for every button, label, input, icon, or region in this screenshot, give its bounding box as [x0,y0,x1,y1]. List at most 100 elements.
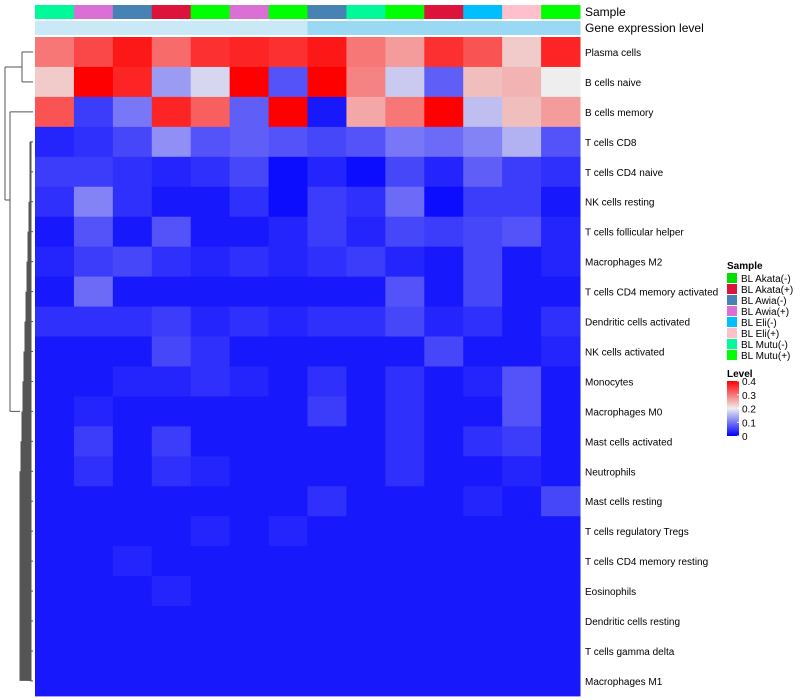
heatmap-cell [190,576,231,607]
sample-annotation-cell [385,5,425,19]
heatmap-cell [541,37,581,68]
heatmap-cell [385,426,425,457]
legend-level-tick-label: 0.1 [742,418,756,429]
heatmap-cell [541,186,581,218]
heatmap-cell [229,66,270,98]
heatmap-cell [463,246,503,278]
heatmap-cell [385,306,425,337]
heatmap-cell [73,66,114,98]
heatmap-cell [73,37,114,68]
heatmap-cell [229,37,270,68]
heatmap-cell [35,396,75,427]
heatmap-cell [73,366,114,397]
heatmap-cell [229,156,270,188]
heatmap-cell [190,636,231,667]
heatmap-cell [190,96,231,128]
heatmap-cell [307,156,347,188]
row-labels: Plasma cells B cells naive B cells memory T… [585,48,718,688]
heatmap-cell [463,486,503,517]
heatmap-cell [424,66,464,98]
heatmap-cell [385,606,425,637]
heatmap-cell [385,66,425,98]
row-label: Monocytes [585,377,633,388]
heatmap-cell [229,636,270,667]
heatmap-cell [502,306,542,337]
heatmap-cell [424,516,464,547]
heatmap-cell [502,66,542,98]
heatmap-cell [385,246,425,278]
heatmap-cell [112,636,153,667]
heatmap-cell [502,156,542,188]
expression-annotation-cell [463,21,503,35]
heatmap-cell [463,396,503,427]
heatmap-cell [424,336,464,367]
heatmap-cell [307,546,347,577]
heatmap-cell [268,456,309,487]
heatmap-cell [541,456,581,487]
heatmap-cell [190,546,231,577]
heatmap-cell [502,456,542,487]
heatmap-cell [424,396,464,427]
heatmap-cell [541,96,581,128]
heatmap-cell [35,126,75,158]
row-label: T cells follicular helper [585,228,684,239]
heatmap-cell [268,37,309,68]
heatmap-cell [268,156,309,188]
heatmap-cell [35,246,75,278]
heatmap-cell [463,336,503,367]
heatmap-cell [35,66,75,98]
heatmap-cell [35,606,75,637]
heatmap-cell [424,306,464,337]
sample-annotation-cell [190,5,231,19]
heatmap-cell [268,366,309,397]
heatmap-cell [307,37,347,68]
expression-annotation-cell [229,21,270,35]
heatmap-cell [190,336,231,367]
heatmap-cell [151,306,192,337]
heatmap-cell [190,276,231,308]
heatmap-cell [190,486,231,517]
heatmap-cell [112,66,153,98]
heatmap-cell [73,396,114,427]
heatmap-cell [502,37,542,68]
heatmap-cell [151,186,192,218]
heatmap-cell [307,516,347,547]
heatmap-cell [190,665,231,697]
heatmap-cell [541,246,581,278]
heatmap-cell [35,37,75,68]
heatmap-cell [502,96,542,128]
row-label: T cells regulatory Tregs [585,527,689,538]
heatmap-cell [346,636,386,667]
heatmap-cell [268,516,309,547]
heatmap-cell [268,426,309,457]
legend-label: BL Awia(-) [741,296,787,307]
row-label: T cells CD4 naive [585,168,664,179]
heatmap-cell [112,186,153,218]
heatmap-cell [151,246,192,278]
heatmap-cell [385,156,425,188]
expression-annotation-cell [151,21,192,35]
heatmap-cell [307,606,347,637]
heatmap-cell [151,336,192,367]
legend-swatch [727,306,737,316]
heatmap-cell [229,366,270,397]
heatmap-cell [385,186,425,218]
heatmap-cell [541,156,581,188]
heatmap-cell [112,576,153,607]
heatmap-cell [268,486,309,517]
row-label: B cells memory [585,108,653,119]
sample-annotation-cell [229,5,270,19]
heatmap-cell [229,306,270,337]
heatmap-cell [73,636,114,667]
row-label: NK cells activated [585,347,664,358]
heatmap-cell [541,665,581,697]
heatmap-cell [541,606,581,637]
heatmap-cell [112,546,153,577]
heatmap-cell [424,456,464,487]
legend-level-title: Level [727,369,753,380]
heatmap-cell [73,96,114,128]
heatmap-cell [151,66,192,98]
heatmap-cell [385,665,425,697]
heatmap-cell [73,216,114,248]
heatmap-cell [541,336,581,367]
